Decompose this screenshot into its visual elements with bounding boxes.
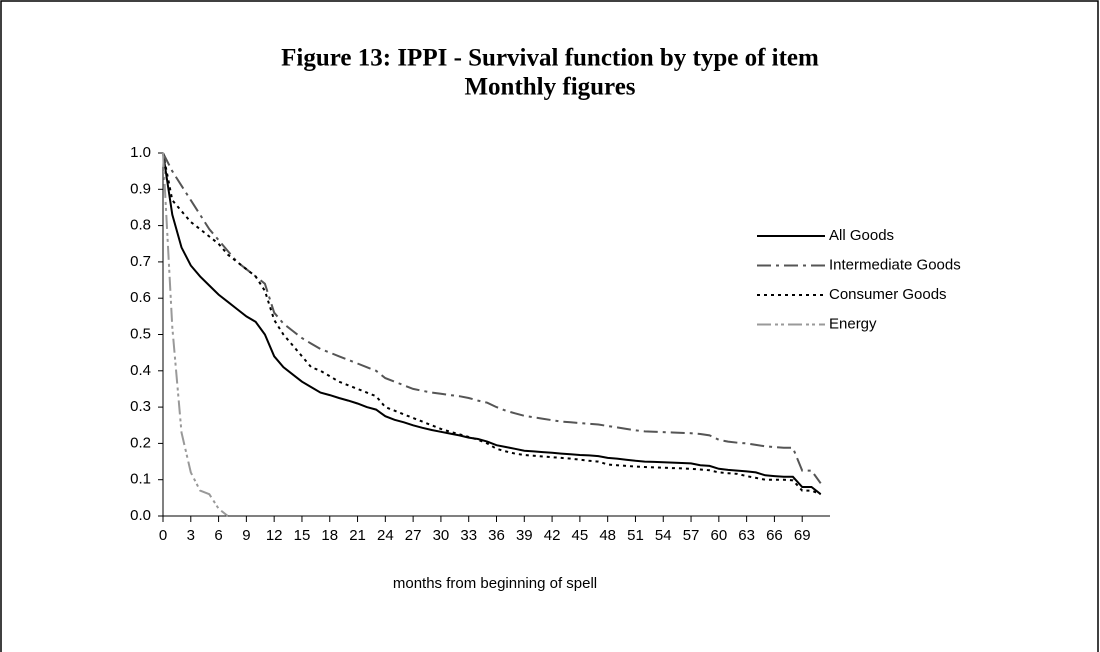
chart-subtitle: Monthly figures bbox=[464, 74, 635, 101]
y-tick-label: 0.4 bbox=[130, 362, 151, 379]
series-line bbox=[162, 152, 822, 495]
chart-title: Figure 13: IPPI - Survival function by t… bbox=[281, 45, 819, 72]
y-tick-label: 0.5 bbox=[130, 325, 151, 342]
x-tick-label: 39 bbox=[516, 527, 533, 544]
x-tick-label: 36 bbox=[488, 527, 505, 544]
x-tick-label: 27 bbox=[405, 527, 422, 544]
x-tick-label: 63 bbox=[738, 527, 755, 544]
x-tick-label: 51 bbox=[627, 527, 644, 544]
x-tick-label: 18 bbox=[321, 527, 338, 544]
x-tick-label: 15 bbox=[294, 527, 311, 544]
x-tick-label: 60 bbox=[710, 527, 727, 544]
x-tick-label: 24 bbox=[377, 527, 394, 544]
x-tick-label: 30 bbox=[433, 527, 450, 544]
series-line bbox=[162, 152, 822, 496]
y-tick-label: 0.9 bbox=[130, 180, 151, 197]
x-tick-label: 66 bbox=[766, 527, 783, 544]
x-tick-label: 33 bbox=[460, 527, 477, 544]
x-tick-label: 9 bbox=[242, 527, 250, 544]
y-tick-label: 0.3 bbox=[130, 398, 151, 415]
y-tick-label: 0.1 bbox=[130, 471, 151, 488]
x-tick-label: 48 bbox=[599, 527, 616, 544]
y-tick-label: 0.7 bbox=[130, 253, 151, 270]
x-tick-label: 57 bbox=[683, 527, 700, 544]
x-tick-label: 3 bbox=[187, 527, 195, 544]
x-tick-label: 6 bbox=[214, 527, 222, 544]
y-tick-label: 0.2 bbox=[130, 434, 151, 451]
y-tick-label: 0.0 bbox=[130, 507, 151, 524]
series-line bbox=[162, 152, 229, 517]
x-tick-label: 21 bbox=[349, 527, 366, 544]
y-tick-label: 1.0 bbox=[130, 144, 151, 161]
x-tick-label: 69 bbox=[794, 527, 811, 544]
legend-label: Consumer Goods bbox=[829, 286, 947, 303]
y-tick-label: 0.8 bbox=[130, 217, 151, 234]
x-tick-label: 42 bbox=[544, 527, 561, 544]
legend-label: Energy bbox=[829, 315, 877, 332]
x-tick-label: 45 bbox=[572, 527, 589, 544]
legend-label: All Goods bbox=[829, 227, 894, 244]
x-axis-label: months from beginning of spell bbox=[393, 575, 597, 592]
series-line bbox=[162, 152, 822, 484]
x-tick-label: 0 bbox=[159, 527, 167, 544]
x-tick-label: 12 bbox=[266, 527, 283, 544]
x-tick-label: 54 bbox=[655, 527, 672, 544]
y-tick-label: 0.6 bbox=[130, 289, 151, 306]
legend-label: Intermediate Goods bbox=[829, 256, 961, 273]
